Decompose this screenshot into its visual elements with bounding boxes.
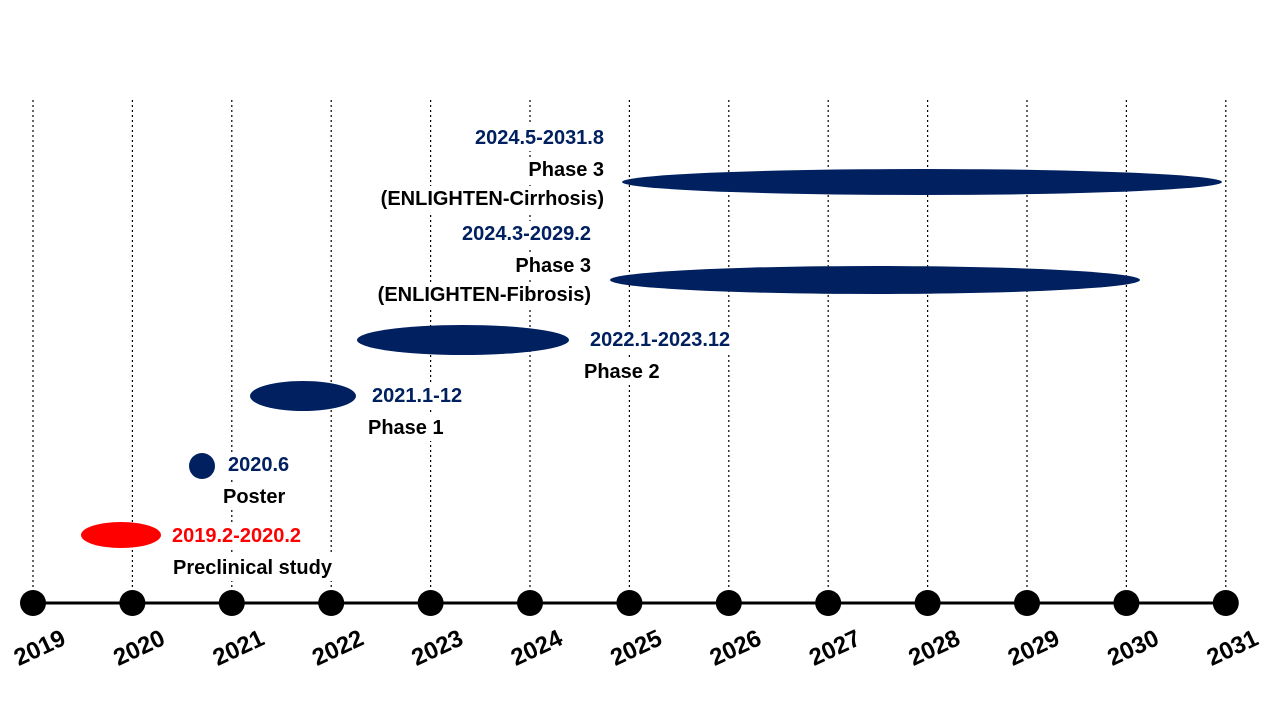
event-label: Phase 3 xyxy=(513,253,593,279)
event-date: 2024.5-2031.8 xyxy=(472,125,606,151)
year-label: 2028 xyxy=(905,625,965,672)
event-span xyxy=(357,325,569,355)
event-label: Preclinical study xyxy=(171,555,334,581)
year-label: 2029 xyxy=(1004,625,1064,672)
year-dot xyxy=(318,590,345,616)
year-dot xyxy=(20,590,46,616)
event-span xyxy=(250,381,356,411)
event-label: Phase 1 xyxy=(366,415,446,441)
year-label: 2022 xyxy=(308,625,368,672)
event-date: 2022.1-2023.12 xyxy=(588,327,733,353)
event-date: 2019.2-2020.2 xyxy=(170,523,304,549)
event-date: 2021.1-12 xyxy=(370,383,465,409)
event-span xyxy=(81,522,161,548)
year-dot xyxy=(616,590,643,616)
event-label: Poster xyxy=(221,484,288,510)
year-dot xyxy=(517,590,543,616)
year-label: 2026 xyxy=(706,625,766,672)
year-label: 2030 xyxy=(1103,625,1163,672)
year-label: 2019 xyxy=(10,625,70,672)
year-dot xyxy=(119,590,146,616)
event-span xyxy=(622,169,1222,195)
year-dot xyxy=(914,590,941,616)
event-label: Phase 2 xyxy=(582,359,662,385)
year-dot xyxy=(1113,590,1140,616)
year-label: 2023 xyxy=(408,625,468,672)
year-label: 2021 xyxy=(209,625,269,672)
event-span xyxy=(189,453,215,479)
event-span xyxy=(610,266,1140,294)
event-date: 2024.3-2029.2 xyxy=(459,221,593,247)
year-label: 2020 xyxy=(109,625,169,672)
year-label: 2024 xyxy=(507,624,567,671)
event-date: 2020.6 xyxy=(226,452,292,478)
year-label: 2025 xyxy=(606,625,666,672)
event-sublabel: (ENLIGHTEN-Fibrosis) xyxy=(375,282,593,308)
event-label: Phase 3 xyxy=(526,157,606,183)
year-label: 2031 xyxy=(1203,625,1263,672)
year-dot xyxy=(715,590,742,616)
event-sublabel: (ENLIGHTEN-Cirrhosis) xyxy=(378,186,606,212)
year-dot xyxy=(1014,590,1040,616)
year-dot xyxy=(1212,590,1239,616)
year-dot xyxy=(218,590,245,616)
year-dot xyxy=(815,590,842,616)
year-label: 2027 xyxy=(805,625,865,672)
year-dot xyxy=(417,590,444,616)
